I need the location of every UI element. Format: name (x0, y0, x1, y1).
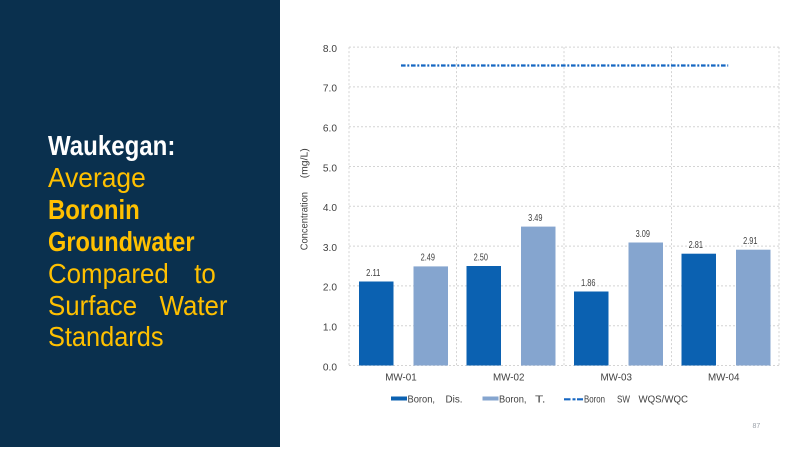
svg-text:1.0: 1.0 (323, 322, 337, 334)
svg-text:Boron: Boron (584, 394, 605, 405)
svg-text:(mg/L): (mg/L) (300, 148, 311, 178)
svg-text:3.09: 3.09 (636, 229, 651, 240)
svg-text:MW-04: MW-04 (708, 372, 740, 384)
svg-text:MW-02: MW-02 (493, 372, 525, 384)
svg-text:WQS/WQC: WQS/WQC (639, 394, 689, 405)
svg-text:MW-03: MW-03 (600, 372, 632, 384)
svg-text:2.81: 2.81 (689, 240, 704, 251)
svg-text:1.86: 1.86 (581, 278, 596, 289)
svg-text:8.0: 8.0 (323, 43, 337, 55)
svg-text:0.0: 0.0 (323, 361, 337, 373)
svg-text:87: 87 (753, 423, 761, 430)
svg-text:4.0: 4.0 (323, 202, 337, 214)
svg-text:MW-01: MW-01 (385, 372, 417, 384)
svg-text:3.49: 3.49 (528, 213, 543, 224)
svg-text:2.50: 2.50 (474, 252, 489, 263)
svg-text:Boron,: Boron, (499, 394, 527, 405)
svg-text:6.0: 6.0 (323, 123, 337, 135)
svg-text:5.0: 5.0 (323, 162, 337, 174)
svg-text:2.0: 2.0 (323, 282, 337, 294)
svg-text:2.11: 2.11 (366, 268, 381, 279)
svg-text:2.91: 2.91 (743, 236, 758, 247)
svg-text:Dis.: Dis. (446, 394, 463, 405)
svg-text:T.: T. (535, 394, 546, 405)
svg-text:7.0: 7.0 (323, 83, 337, 95)
svg-text:Concentration: Concentration (300, 192, 311, 250)
svg-text:SW: SW (617, 394, 630, 405)
svg-text:2.49: 2.49 (421, 253, 436, 264)
svg-text:Boron,: Boron, (408, 394, 436, 405)
svg-text:3.0: 3.0 (323, 242, 337, 254)
